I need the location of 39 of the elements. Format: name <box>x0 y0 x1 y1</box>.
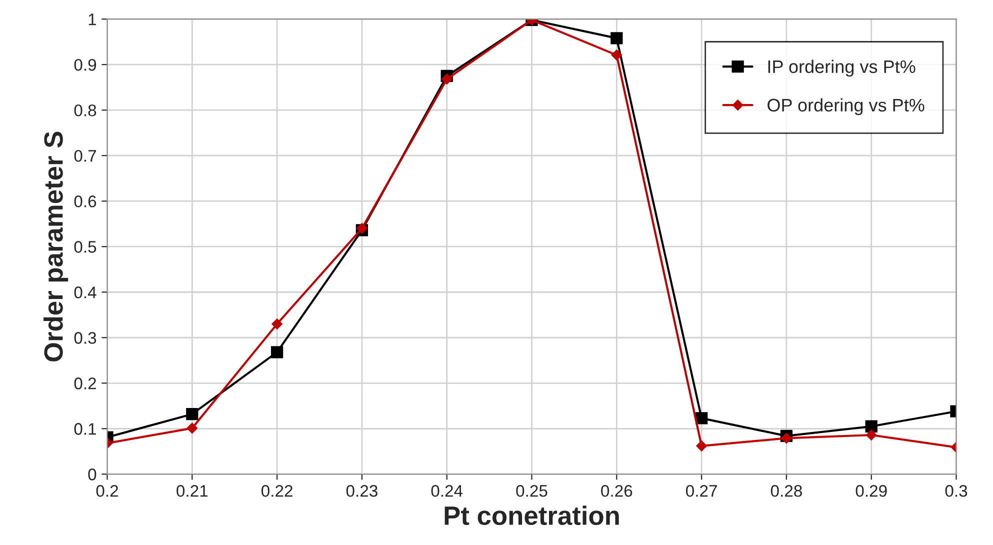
x-tick-label: 0.22 <box>261 485 292 497</box>
y-tick-label: 0.9 <box>74 58 96 71</box>
point <box>270 346 284 358</box>
y-tick-label: 0.2 <box>74 378 96 390</box>
y-tick-label: 0.5 <box>74 241 96 253</box>
legend-label: OP ordering vs Pt% <box>768 98 924 116</box>
x-tick-label: 0.24 <box>431 485 463 497</box>
y-tick-label: 0.6 <box>74 196 96 208</box>
y-tick-label: 0.8 <box>74 104 96 116</box>
x-axis-title: Pt conetration <box>444 506 619 526</box>
point <box>610 32 623 44</box>
point <box>865 420 878 432</box>
point <box>781 432 792 444</box>
x-tick-label: 0.28 <box>770 485 802 497</box>
x-tick-label: 0.25 <box>516 485 548 497</box>
x-tick-label: 0.23 <box>346 485 378 497</box>
x-tick-label: 0.21 <box>176 485 208 497</box>
point <box>866 430 877 440</box>
point <box>272 318 282 330</box>
point <box>441 74 452 85</box>
point <box>356 222 368 234</box>
x-tick-label: 0.2 <box>96 485 118 497</box>
point <box>611 50 622 60</box>
y-tick-label: 0.7 <box>74 150 96 162</box>
x-tick-label: 0.27 <box>686 485 717 497</box>
y-tick-label: 0.4 <box>74 286 96 298</box>
y-tick-label: 0.3 <box>74 332 96 344</box>
y-tick-label: 0.1 <box>74 423 96 435</box>
x-tick-label: 0.26 <box>601 485 632 497</box>
point <box>186 422 198 434</box>
point <box>186 408 198 420</box>
point <box>695 412 708 424</box>
point <box>696 440 707 452</box>
legend-label: IP ordering vs Pt% <box>768 60 916 77</box>
y-axis-title: Order parameter S <box>44 132 68 362</box>
x-tick-label: 0.29 <box>856 485 887 497</box>
x-tick-label: 0.3 <box>945 485 968 497</box>
y-tick-label: 0 <box>88 468 96 480</box>
y-tick-label: 1 <box>88 14 96 26</box>
